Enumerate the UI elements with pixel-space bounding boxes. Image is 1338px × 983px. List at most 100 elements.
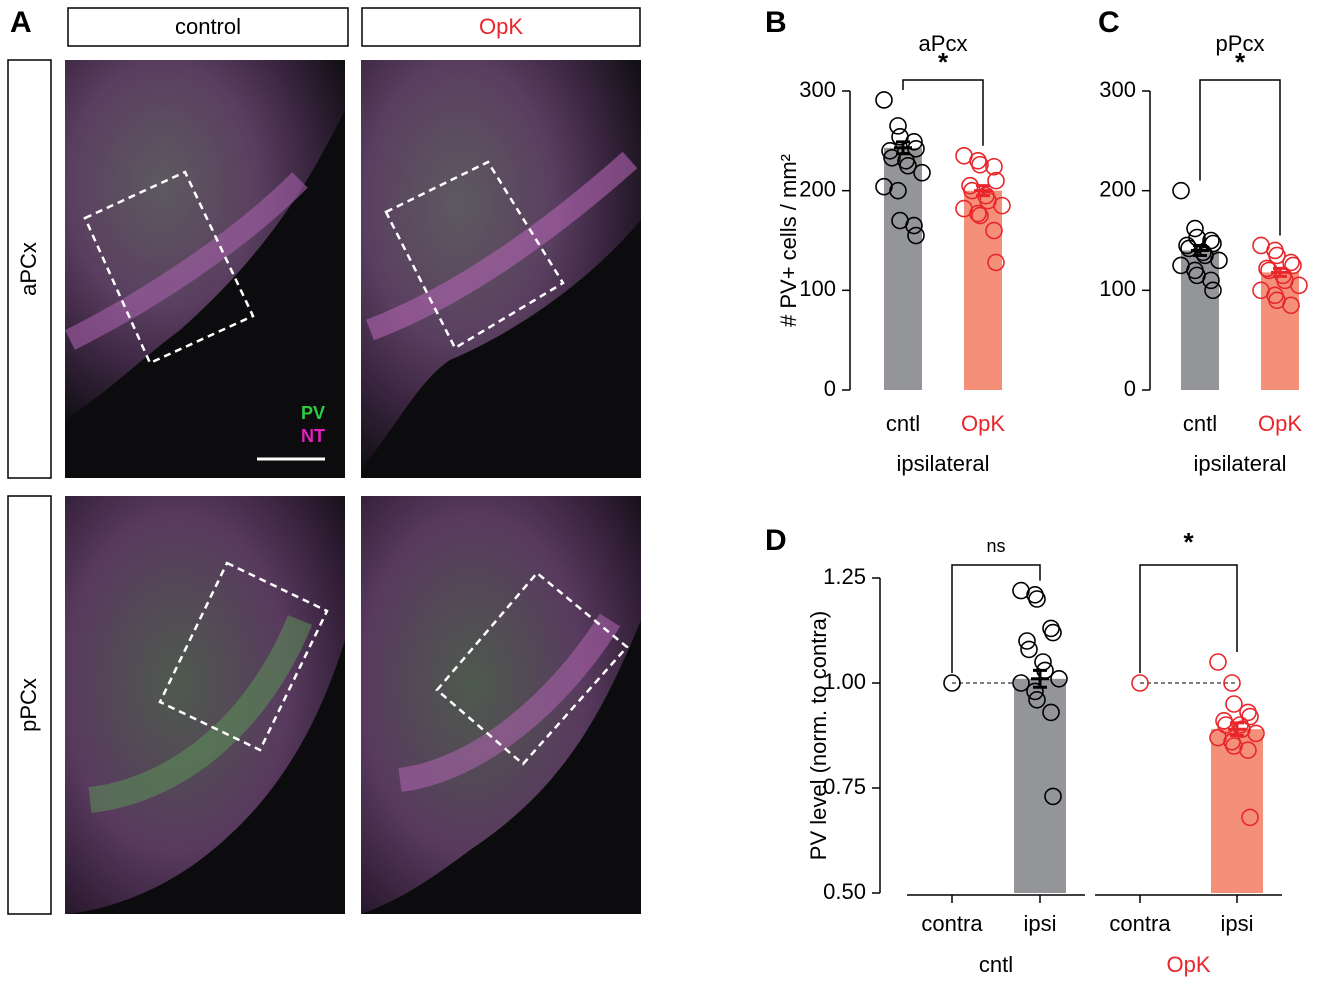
y-axis-label: PV level (norm. to contra)	[806, 611, 831, 860]
y-tick-label: 300	[799, 77, 836, 102]
data-point	[1042, 703, 1060, 722]
column-box	[67, 7, 349, 47]
x-tick-label: ipsi	[1023, 911, 1056, 936]
data-point	[889, 117, 907, 135]
data-point	[985, 221, 1003, 240]
data-point	[1044, 787, 1062, 806]
y-tick-label: 0	[824, 376, 836, 401]
x-tick-label: contra	[921, 911, 983, 936]
error-bar	[974, 184, 992, 198]
y-tick-label: 100	[1099, 276, 1136, 301]
data-point	[993, 196, 1011, 215]
panel-letter: C	[1098, 6, 1120, 39]
y-tick-label: 200	[799, 176, 836, 201]
data-point	[907, 226, 925, 245]
y-tick-label: 100	[799, 276, 836, 301]
data-point	[1020, 640, 1038, 659]
data-point	[1268, 246, 1286, 265]
panel-letter: D	[765, 524, 787, 557]
row-box	[7, 59, 52, 479]
data-point	[1282, 253, 1300, 272]
data-point	[1202, 231, 1220, 250]
data-point	[1131, 674, 1149, 692]
data-point	[1209, 653, 1227, 671]
data-point	[943, 674, 961, 692]
data-point	[1284, 256, 1302, 275]
significance-bracket	[1139, 564, 1238, 673]
y-tick-label: 200	[1099, 176, 1136, 201]
y-tick-label: 0.50	[823, 879, 866, 904]
x-tick-label: OpK	[961, 411, 1005, 436]
significance-bracket	[951, 564, 1041, 673]
micrograph	[361, 60, 641, 478]
significance-label: ns	[986, 536, 1005, 556]
bar	[1014, 678, 1066, 893]
channel-label: NT	[301, 426, 325, 446]
data-point	[1210, 251, 1228, 270]
data-point	[1223, 674, 1241, 692]
data-point	[971, 206, 989, 225]
significance-bracket	[902, 79, 984, 146]
data-point	[971, 155, 989, 174]
data-point	[883, 148, 901, 167]
data-point	[875, 91, 893, 109]
data-point	[1204, 281, 1222, 300]
data-point	[1044, 623, 1062, 642]
row-label: pPCx	[16, 678, 41, 732]
data-point	[899, 156, 917, 175]
y-tick-label: 1.25	[823, 564, 866, 589]
data-point	[1247, 724, 1265, 743]
y-tick-label: 0.75	[823, 774, 866, 799]
chart-title: pPcx	[1216, 31, 1265, 56]
significance-label: *	[1235, 47, 1246, 77]
data-point	[1012, 674, 1030, 692]
x-tick-label: cntl	[1183, 411, 1217, 436]
panel-letter: A	[10, 6, 32, 39]
data-point	[1180, 239, 1198, 258]
row-box	[7, 495, 52, 915]
x-tick-label: cntl	[886, 411, 920, 436]
data-point	[889, 181, 907, 200]
data-point	[1290, 276, 1308, 295]
data-point	[1018, 632, 1036, 650]
data-point	[1202, 271, 1220, 290]
x-tick-label: contra	[1109, 911, 1171, 936]
chart-title: aPcx	[919, 31, 968, 56]
micrograph	[65, 496, 345, 914]
row-label: aPCx	[16, 242, 41, 296]
bar	[964, 190, 1002, 390]
data-point	[1186, 219, 1204, 238]
micrograph	[361, 496, 641, 914]
data-point	[881, 142, 899, 160]
column-label: control	[175, 14, 241, 39]
micrograph	[65, 60, 345, 478]
error-bar	[1191, 243, 1209, 257]
error-bar	[894, 140, 912, 156]
data-point	[987, 171, 1005, 190]
data-point	[1028, 590, 1046, 608]
x-tick-label: ipsi	[1220, 911, 1253, 936]
column-box	[361, 7, 641, 47]
column-label: OpK	[479, 14, 523, 39]
y-tick-label: 0	[1124, 376, 1136, 401]
data-point	[1050, 669, 1068, 688]
data-point	[1026, 682, 1044, 701]
channel-label: PV	[301, 403, 325, 423]
data-point	[985, 157, 1003, 176]
data-point	[1241, 808, 1259, 827]
error-bar	[1228, 721, 1246, 737]
y-tick-label: 1.00	[823, 669, 866, 694]
data-point	[875, 177, 893, 196]
data-point	[1282, 296, 1300, 315]
data-point	[969, 204, 987, 223]
error-bar	[1271, 266, 1289, 278]
data-point	[1225, 695, 1243, 713]
panel-letter: B	[765, 6, 787, 39]
group-label: ipsilateral	[1194, 451, 1287, 476]
significance-bracket	[1199, 79, 1281, 236]
data-point	[1172, 181, 1190, 200]
data-point	[969, 151, 987, 170]
data-point	[1204, 234, 1222, 253]
